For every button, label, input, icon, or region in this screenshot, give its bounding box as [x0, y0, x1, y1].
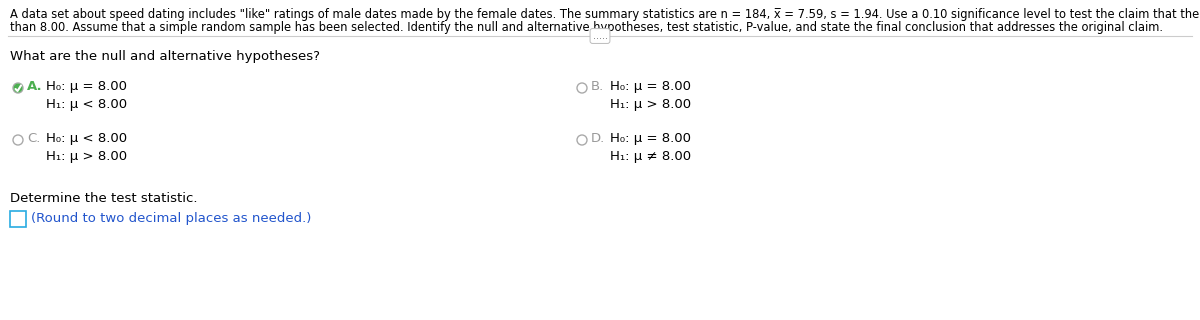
Circle shape — [13, 84, 23, 92]
Text: H₁: μ ≠ 8.00: H₁: μ ≠ 8.00 — [610, 150, 691, 163]
Text: H₁: μ > 8.00: H₁: μ > 8.00 — [610, 98, 691, 111]
Text: H₀: μ = 8.00: H₀: μ = 8.00 — [610, 132, 691, 145]
Text: (Round to two decimal places as needed.): (Round to two decimal places as needed.) — [31, 212, 311, 225]
Text: H₀: μ = 8.00: H₀: μ = 8.00 — [610, 80, 691, 93]
FancyBboxPatch shape — [10, 211, 26, 227]
Text: D.: D. — [592, 132, 605, 145]
Text: A data set about speed dating includes "like" ratings of male dates made by the : A data set about speed dating includes "… — [10, 8, 1200, 21]
Text: C.: C. — [28, 132, 41, 145]
Text: H₀: μ < 8.00: H₀: μ < 8.00 — [46, 132, 127, 145]
Text: H₁: μ > 8.00: H₁: μ > 8.00 — [46, 150, 127, 163]
Text: What are the null and alternative hypotheses?: What are the null and alternative hypoth… — [10, 50, 320, 63]
Text: A.: A. — [28, 80, 43, 93]
Text: H₀: μ = 8.00: H₀: μ = 8.00 — [46, 80, 127, 93]
Text: Determine the test statistic.: Determine the test statistic. — [10, 192, 198, 205]
Text: B.: B. — [592, 80, 605, 93]
Text: .....: ..... — [593, 31, 607, 41]
Text: than 8.00. Assume that a simple random sample has been selected. Identify the nu: than 8.00. Assume that a simple random s… — [10, 21, 1163, 34]
Text: H₁: μ < 8.00: H₁: μ < 8.00 — [46, 98, 127, 111]
